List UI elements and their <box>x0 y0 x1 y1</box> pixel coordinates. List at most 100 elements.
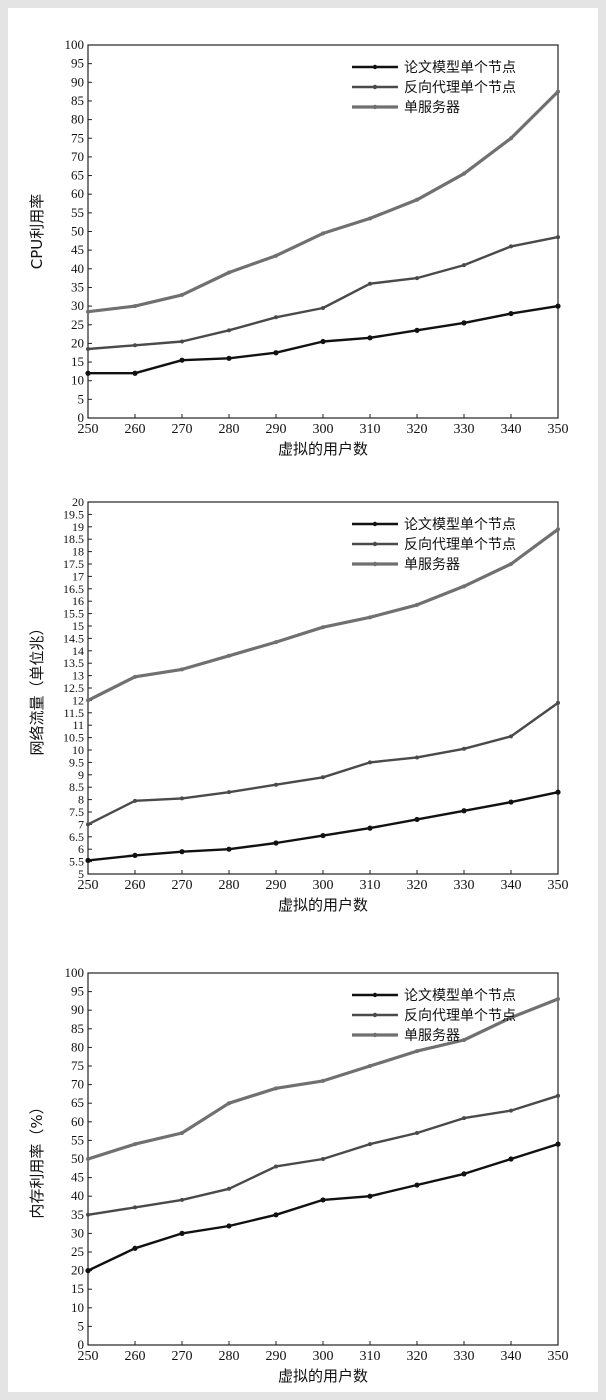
data-point <box>367 335 373 341</box>
y-tick-label: 20 <box>72 495 84 509</box>
y-tick-label: 15 <box>72 619 84 633</box>
legend-label: 反向代理单个节点 <box>404 1008 516 1024</box>
data-point <box>133 343 137 348</box>
legend-marker <box>372 84 378 90</box>
data-point <box>509 734 513 739</box>
y-tick-label: 6.5 <box>69 830 84 844</box>
data-point <box>274 1086 278 1091</box>
data-point <box>179 849 185 855</box>
x-tick-label: 310 <box>360 1349 381 1364</box>
y-tick-label: 80 <box>71 1039 84 1054</box>
x-tick-label: 330 <box>454 422 475 437</box>
legend-label: 单服务器 <box>404 100 460 116</box>
data-point <box>367 825 373 831</box>
data-point <box>462 263 466 268</box>
data-point <box>321 305 325 310</box>
y-tick-label: 15.5 <box>63 607 84 621</box>
x-tick-label: 300 <box>313 1349 334 1364</box>
y-tick-label: 25 <box>71 1244 84 1259</box>
x-tick-label: 250 <box>78 1349 99 1364</box>
data-point <box>273 350 279 356</box>
data-point <box>415 755 419 760</box>
data-point <box>556 997 560 1002</box>
x-tick-label: 310 <box>360 878 381 893</box>
data-point <box>133 674 137 679</box>
legend-label: 反向代理单个节点 <box>404 80 516 96</box>
y-tick-label: 45 <box>71 242 84 257</box>
data-point <box>415 197 419 202</box>
x-tick-label: 290 <box>266 1349 287 1364</box>
data-point <box>227 270 231 275</box>
y-tick-label: 12.5 <box>63 681 84 695</box>
series-2 <box>86 700 560 827</box>
y-tick-label: 95 <box>71 984 84 999</box>
data-point <box>227 1186 231 1191</box>
y-tick-label: 65 <box>71 1095 84 1110</box>
data-point <box>274 253 278 258</box>
data-point <box>415 1130 419 1135</box>
y-tick-label: 14 <box>72 644 84 658</box>
y-tick-label: 7.5 <box>69 805 84 819</box>
series-3 <box>86 89 560 314</box>
y-tick-label: 8 <box>78 793 84 807</box>
data-point <box>367 1193 373 1199</box>
legend-label: 论文模型单个节点 <box>404 517 516 533</box>
data-point <box>226 1223 232 1229</box>
series-2 <box>86 1093 560 1217</box>
data-point <box>133 798 137 803</box>
y-tick-label: 17.5 <box>63 557 84 571</box>
data-point <box>555 303 561 309</box>
y-tick-label: 70 <box>71 149 84 164</box>
y-tick-label: 9 <box>78 768 84 782</box>
y-tick-label: 10 <box>71 373 84 388</box>
x-tick-label: 310 <box>360 422 381 437</box>
y-axis-label: 网络流量（单位兆） <box>28 620 46 755</box>
data-point <box>180 796 184 801</box>
data-point <box>227 1101 231 1106</box>
data-point <box>368 615 372 620</box>
x-tick-label: 270 <box>172 1349 193 1364</box>
legend-marker <box>372 1032 378 1038</box>
y-tick-label: 5 <box>78 391 85 406</box>
data-point <box>321 775 325 780</box>
data-point <box>509 1108 513 1113</box>
x-tick-label: 260 <box>125 1349 146 1364</box>
x-tick-label: 350 <box>548 422 569 437</box>
data-point <box>273 840 279 846</box>
x-tick-label: 350 <box>548 878 569 893</box>
y-tick-label: 9.5 <box>69 755 84 769</box>
series-3 <box>86 527 560 703</box>
legend-marker <box>372 1012 378 1018</box>
y-tick-label: 12 <box>72 693 84 707</box>
y-tick-label: 85 <box>71 93 84 108</box>
data-point <box>86 1157 90 1161</box>
y-tick-label: 5.5 <box>69 855 84 869</box>
data-point <box>414 327 420 333</box>
x-tick-label: 250 <box>78 878 99 893</box>
data-point <box>227 790 231 795</box>
y-tick-label: 25 <box>71 317 84 332</box>
series-1 <box>85 303 561 376</box>
x-tick-label: 340 <box>501 1349 522 1364</box>
data-point <box>86 822 90 827</box>
legend-marker <box>372 104 378 110</box>
legend-marker <box>372 64 378 70</box>
data-point <box>462 1037 466 1042</box>
y-tick-label: 8.5 <box>69 780 84 794</box>
y-tick-label: 90 <box>71 74 84 89</box>
x-tick-label: 330 <box>454 878 475 893</box>
data-point <box>132 1245 138 1251</box>
data-point <box>556 1093 560 1098</box>
data-point <box>368 281 372 286</box>
data-point <box>462 746 466 751</box>
data-point <box>226 355 232 361</box>
y-tick-label: 95 <box>71 56 84 71</box>
data-point <box>132 852 138 859</box>
series-2 <box>86 235 560 351</box>
data-point <box>320 1197 326 1203</box>
data-point <box>85 1268 91 1274</box>
legend-label: 反向代理单个节点 <box>404 537 516 553</box>
y-tick-label: 11.5 <box>63 706 84 720</box>
